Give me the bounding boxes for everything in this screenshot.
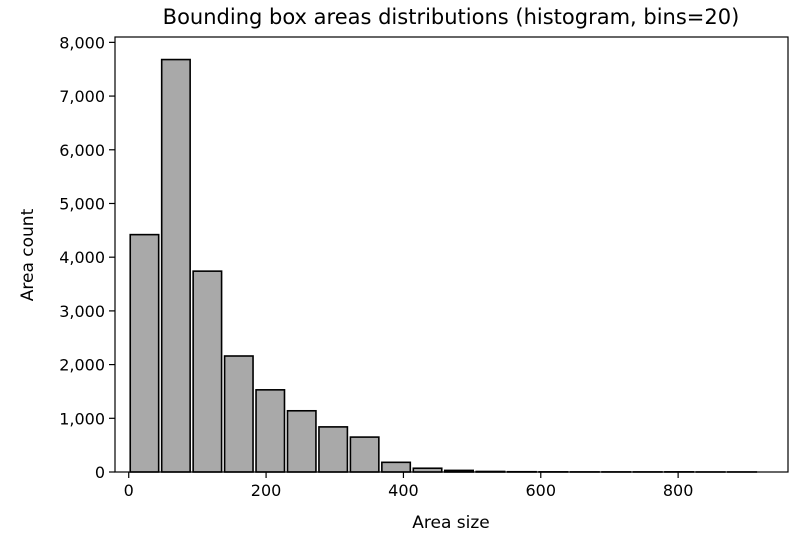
- histogram-bar: [255, 389, 286, 473]
- y-tick-label: 7,000: [59, 87, 105, 106]
- y-axis: 0 1,000 2,000 3,000 4,000 5,000 6,000 7,000 8,00…: [59, 33, 115, 482]
- plot-frame: [114, 36, 789, 473]
- y-tick-label: 3,000: [59, 302, 105, 321]
- y-tick-label: 0: [95, 463, 105, 482]
- histogram-bar: [381, 461, 412, 473]
- histogram-bar: [318, 426, 349, 473]
- x-tick-label: 800: [663, 481, 694, 500]
- histogram-bar: [129, 233, 160, 473]
- x-tick-label: 600: [526, 481, 557, 500]
- x-tick-label: 400: [388, 481, 419, 500]
- y-tick-label: 6,000: [59, 141, 105, 160]
- histogram-bar: [286, 409, 317, 473]
- x-tick-label: 0: [124, 481, 134, 500]
- x-tick-label: 200: [251, 481, 282, 500]
- histogram-bar: [160, 58, 191, 473]
- y-tick-label: 5,000: [59, 194, 105, 213]
- x-axis-label: Area size: [412, 513, 490, 533]
- histogram-bar: [192, 270, 223, 473]
- y-tick-label: 8,000: [59, 33, 105, 52]
- x-axis: 0 200 400 600 800: [124, 472, 694, 500]
- chart-title: Bounding box areas distributions (histog…: [163, 5, 740, 29]
- bars-group: [129, 58, 758, 473]
- y-tick-label: 4,000: [59, 248, 105, 267]
- y-axis-label: Area count: [18, 208, 38, 301]
- histogram-bar: [349, 436, 380, 473]
- histogram-bar: [223, 355, 254, 473]
- y-tick-label: 1,000: [59, 409, 105, 428]
- y-tick-label: 2,000: [59, 356, 105, 375]
